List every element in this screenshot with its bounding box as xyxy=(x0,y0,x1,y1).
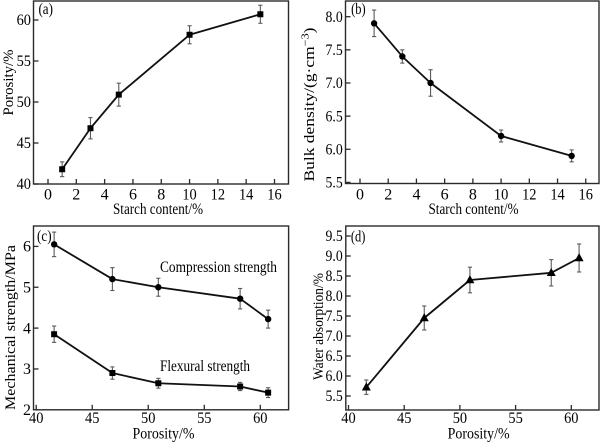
svg-text:2: 2 xyxy=(23,402,31,419)
svg-text:5: 5 xyxy=(23,279,31,296)
svg-text:6: 6 xyxy=(23,239,31,256)
svg-text:0: 0 xyxy=(356,187,364,204)
svg-text:6.0: 6.0 xyxy=(326,368,343,385)
svg-text:(c): (c) xyxy=(37,228,52,245)
svg-text:10: 10 xyxy=(494,187,508,204)
svg-text:50: 50 xyxy=(141,410,155,427)
svg-text:14: 14 xyxy=(550,187,564,204)
svg-text:6.5: 6.5 xyxy=(326,348,343,365)
svg-text:4: 4 xyxy=(101,187,109,204)
svg-text:4: 4 xyxy=(412,187,420,204)
svg-text:4: 4 xyxy=(23,320,31,337)
svg-text:Porosity/%: Porosity/% xyxy=(133,426,195,443)
svg-text:2: 2 xyxy=(384,187,392,204)
svg-text:55: 55 xyxy=(508,410,522,427)
svg-text:7.5: 7.5 xyxy=(326,42,343,59)
svg-text:6: 6 xyxy=(441,187,449,204)
svg-text:7.5: 7.5 xyxy=(326,308,343,325)
svg-text:7.0: 7.0 xyxy=(326,328,343,345)
svg-text:55: 55 xyxy=(17,53,31,70)
svg-text:10: 10 xyxy=(182,187,196,204)
svg-text:9.5: 9.5 xyxy=(326,228,343,245)
svg-text:6.0: 6.0 xyxy=(326,141,343,158)
svg-text:8.0: 8.0 xyxy=(326,9,343,26)
svg-text:5.5: 5.5 xyxy=(326,388,343,405)
svg-text:3: 3 xyxy=(23,361,31,378)
svg-text:16: 16 xyxy=(579,187,593,204)
svg-text:45: 45 xyxy=(85,410,99,427)
svg-text:Compression strength: Compression strength xyxy=(160,259,277,276)
svg-text:Starch content/%: Starch content/% xyxy=(113,201,203,218)
svg-text:Porosity/%: Porosity/% xyxy=(448,426,510,443)
svg-text:60: 60 xyxy=(17,12,31,29)
svg-text:8: 8 xyxy=(469,187,477,204)
svg-text:60: 60 xyxy=(564,410,578,427)
svg-text:Mechanical strength/MPa: Mechanical strength/MPa xyxy=(3,245,19,410)
svg-text:Water absorption/%: Water absorption/% xyxy=(311,273,327,380)
svg-text:50: 50 xyxy=(17,94,31,111)
svg-text:9.0: 9.0 xyxy=(326,248,343,265)
svg-text:7.0: 7.0 xyxy=(326,75,343,92)
svg-text:14: 14 xyxy=(239,187,253,204)
svg-text:40: 40 xyxy=(29,410,43,427)
svg-text:(b): (b) xyxy=(351,1,366,18)
svg-text:0: 0 xyxy=(44,187,52,204)
svg-text:12: 12 xyxy=(211,187,225,204)
svg-text:6.5: 6.5 xyxy=(326,108,343,125)
svg-text:Porosity/%: Porosity/% xyxy=(1,50,17,116)
svg-text:45: 45 xyxy=(17,135,31,152)
svg-text:60: 60 xyxy=(253,410,267,427)
svg-text:6: 6 xyxy=(129,187,137,204)
svg-text:(a): (a) xyxy=(38,1,53,18)
svg-text:50: 50 xyxy=(453,410,467,427)
svg-text:8: 8 xyxy=(157,187,165,204)
svg-text:12: 12 xyxy=(522,187,536,204)
svg-text:45: 45 xyxy=(397,410,411,427)
svg-text:8.5: 8.5 xyxy=(326,268,343,285)
svg-text:40: 40 xyxy=(17,176,31,193)
svg-text:(d): (d) xyxy=(351,229,366,246)
svg-text:5.5: 5.5 xyxy=(326,175,343,192)
svg-text:Flexural strength: Flexural strength xyxy=(160,358,250,375)
svg-text:2: 2 xyxy=(72,187,80,204)
svg-text:16: 16 xyxy=(267,187,281,204)
svg-text:Starch content/%: Starch content/% xyxy=(429,201,519,218)
svg-text:8.0: 8.0 xyxy=(326,288,343,305)
svg-text:Bulk density/(g·cm−3): Bulk density/(g·cm−3) xyxy=(301,28,319,182)
svg-text:55: 55 xyxy=(197,410,211,427)
svg-text:40: 40 xyxy=(341,410,355,427)
